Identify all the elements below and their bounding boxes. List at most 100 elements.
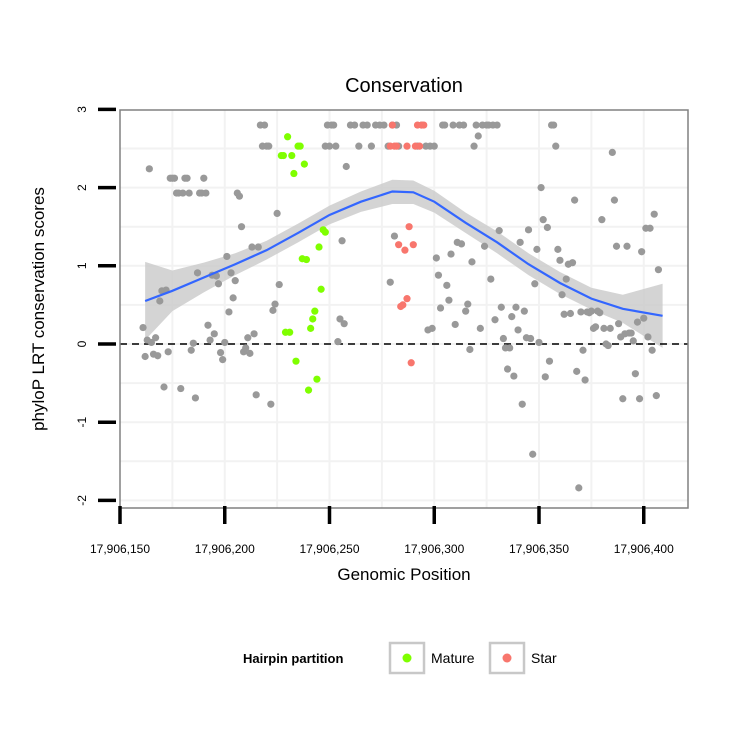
y-tick-label: 2 <box>75 184 89 191</box>
point-other <box>229 294 237 302</box>
point-other <box>545 357 554 365</box>
point-other <box>336 315 344 323</box>
point-star <box>420 121 428 129</box>
point-other <box>533 245 541 253</box>
point-other <box>273 209 281 218</box>
point-mature <box>296 142 304 150</box>
point-other <box>271 300 279 308</box>
point-other <box>566 309 575 318</box>
y-axis-title: phyloP LRT conservation scores <box>29 187 48 431</box>
point-other <box>550 121 558 129</box>
point-other <box>445 296 453 304</box>
point-mature <box>311 307 319 315</box>
point-mature <box>317 285 325 293</box>
point-other <box>512 303 520 311</box>
point-other <box>179 189 187 197</box>
point-other <box>434 271 443 279</box>
point-other <box>330 121 338 129</box>
point-other <box>225 308 233 316</box>
point-other <box>579 346 587 354</box>
point-other <box>242 344 250 352</box>
point-other <box>216 349 225 357</box>
point-other <box>577 308 585 316</box>
point-other <box>214 280 223 288</box>
y-tick-label: -1 <box>75 417 89 428</box>
point-star <box>399 301 407 309</box>
smooth-line <box>144 190 663 317</box>
point-other <box>332 142 340 150</box>
x-axis-title: Genomic Position <box>337 565 470 584</box>
point-other <box>631 370 639 378</box>
confidence-band <box>145 179 663 348</box>
point-other <box>189 339 197 347</box>
point-other <box>451 320 459 329</box>
x-tick-label: 17,906,200 <box>195 542 255 556</box>
point-other <box>480 242 489 250</box>
y-tick-label: 0 <box>75 340 89 347</box>
point-other <box>367 142 375 150</box>
y-tick-label: 1 <box>75 262 89 269</box>
point-other <box>244 334 252 342</box>
point-mature <box>307 324 315 332</box>
legend-label-star: Star <box>531 650 557 666</box>
point-other <box>623 242 631 250</box>
point-other <box>466 345 474 354</box>
point-star <box>407 359 415 367</box>
point-other <box>468 258 476 266</box>
points-layer <box>139 121 663 492</box>
point-mature <box>290 169 298 178</box>
point-other <box>652 392 660 400</box>
point-other <box>248 243 256 251</box>
point-star <box>409 241 417 249</box>
x-tick-label: 17,906,300 <box>404 542 464 556</box>
point-other <box>493 121 501 129</box>
point-mature <box>279 151 288 160</box>
point-other <box>650 210 658 218</box>
point-other <box>529 450 537 458</box>
point-other <box>638 248 646 256</box>
point-mature <box>288 151 296 160</box>
point-other <box>380 121 388 129</box>
point-other <box>139 323 147 332</box>
point-other <box>334 338 342 346</box>
point-other <box>269 306 277 314</box>
point-other <box>152 334 160 342</box>
confidence-band-layer <box>145 179 663 348</box>
point-other <box>610 196 619 204</box>
point-other <box>206 336 214 344</box>
chart-title: Conservation <box>345 75 463 97</box>
point-mature <box>284 133 292 141</box>
point-other <box>154 352 162 360</box>
point-other <box>648 346 656 354</box>
x-axis: 17,906,150 17,906,200 17,906,250 17,906,300… <box>90 506 674 556</box>
point-star <box>405 223 413 231</box>
point-other <box>231 277 239 285</box>
point-other <box>464 300 472 308</box>
point-star <box>392 142 401 150</box>
y-tick-label: 3 <box>75 106 89 113</box>
point-other <box>506 344 514 352</box>
point-star <box>395 241 403 249</box>
point-other <box>537 184 545 192</box>
point-other <box>596 309 604 317</box>
point-other <box>527 334 535 343</box>
point-other <box>470 142 478 150</box>
point-other <box>640 314 648 322</box>
point-mature <box>304 386 313 394</box>
point-other <box>147 338 156 347</box>
point-star <box>415 142 424 150</box>
point-other <box>219 356 227 364</box>
point-other <box>571 196 579 204</box>
point-other <box>560 310 568 318</box>
point-other <box>608 148 616 157</box>
point-other <box>499 334 507 343</box>
point-other <box>145 165 153 173</box>
point-other <box>432 254 440 262</box>
point-other <box>554 245 562 253</box>
point-other <box>520 307 528 315</box>
point-mature <box>292 357 300 365</box>
point-other <box>191 394 200 402</box>
point-star <box>401 246 409 254</box>
point-other <box>539 216 547 224</box>
